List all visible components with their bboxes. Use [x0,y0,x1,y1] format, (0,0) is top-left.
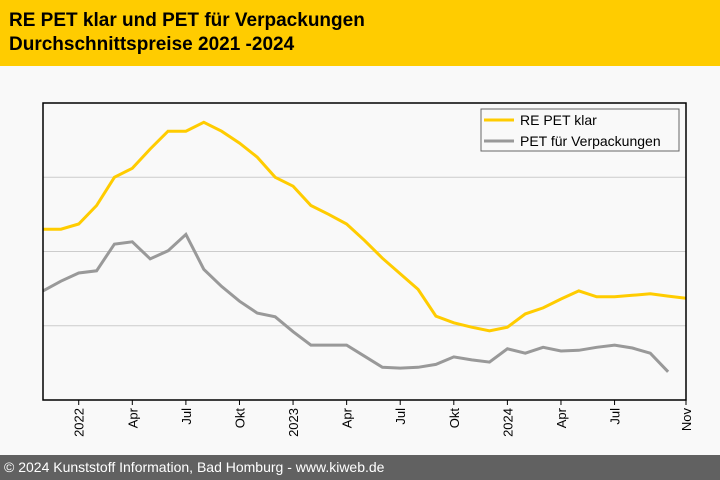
series-line-re-pet-klar [43,120,687,333]
legend-label-re-pet-klar: RE PET klar [520,112,597,128]
x-tick-label: Apr [340,407,355,428]
footer-bar: © 2024 Kunststoff Information, Bad Hombu… [0,455,720,480]
x-tick-label: 2024 [500,408,515,437]
line-chart: 2022 Apr Jul Okt 2023 Apr Jul Okt 2024 Apr Jul Nov … [42,102,694,437]
series-line-pet-fuer-verpackungen [42,231,670,373]
legend-box [480,108,680,152]
series-lines [42,120,687,373]
legend-label-pet-fuer-verpackungen: PET für Verpackungen [520,133,661,149]
copyright-text: © 2024 Kunststoff Information, Bad Hombu… [4,459,385,475]
legend: RE PET klar PET für Verpackungen [480,108,680,152]
x-tick-label: 2023 [286,408,301,437]
x-tick-label: Jul [393,408,408,425]
plot-frame [42,102,687,401]
x-tick-label: Okt [232,408,247,429]
x-tick-label: Apr [125,407,140,428]
x-axis-ticks: 2022 Apr Jul Okt 2023 Apr Jul Okt 2024 Apr Jul Nov [72,400,694,437]
x-tick-label: Apr [554,407,569,428]
x-tick-label: 2022 [72,408,87,437]
x-tick-label: Okt [447,408,462,429]
x-tick-label: Jul [608,408,623,425]
x-tick-label: Nov [679,408,694,432]
chart-title-line1: RE PET klar und PET für Verpackungen [9,10,365,31]
header-banner: RE PET klar und PET für Verpackungen Dur… [0,0,720,66]
gridlines [43,176,686,327]
chart-title-line2: Durchschnittspreise 2021 -2024 [9,34,295,55]
x-tick-label: Jul [179,408,194,425]
